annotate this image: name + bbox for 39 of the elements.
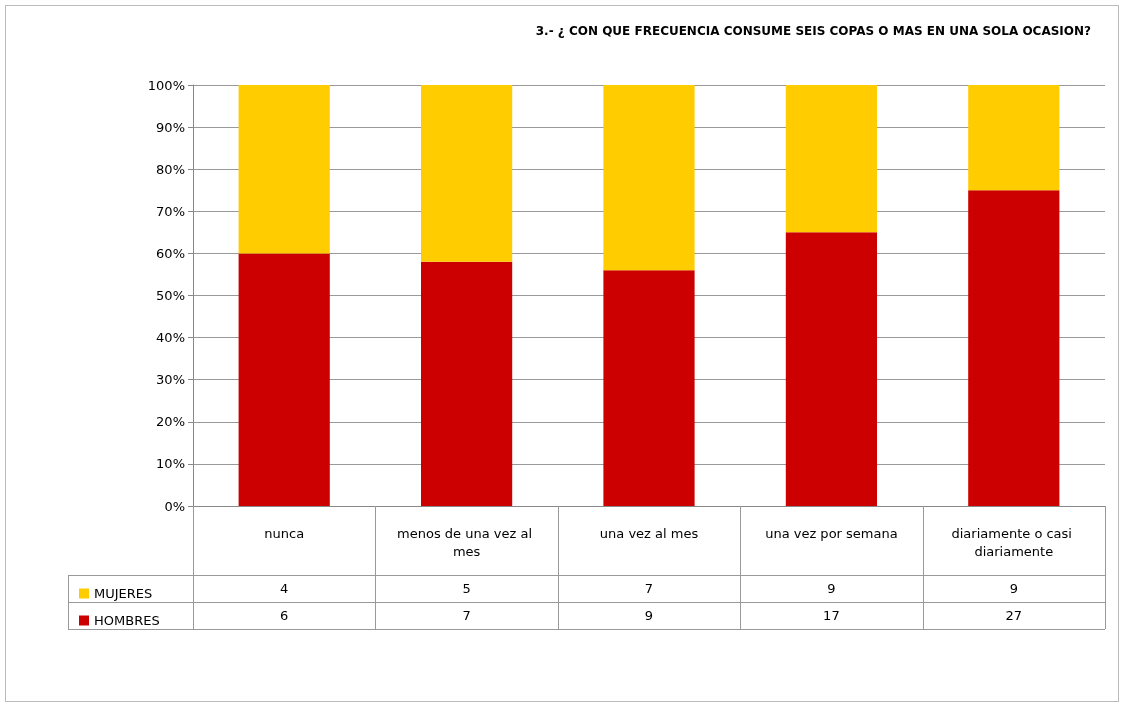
- y-tick-label: 0%: [164, 498, 185, 514]
- bar: [603, 270, 695, 506]
- y-tick-label: 40%: [156, 330, 185, 346]
- bar: [421, 85, 513, 262]
- y-tick-label: 100%: [147, 77, 185, 93]
- x-tick-label: una vez por semana: [765, 525, 898, 541]
- bar: [968, 85, 1060, 191]
- text: 7: [461, 607, 472, 625]
- text: 17: [822, 607, 841, 625]
- text: 6: [279, 607, 290, 625]
- text: 27: [1004, 607, 1024, 625]
- y-tick-label: 80%: [156, 161, 185, 177]
- y-tick-label: 30%: [156, 372, 185, 388]
- legend-label: MUJERES: [94, 586, 153, 601]
- y-tick-label: 60%: [156, 245, 185, 261]
- x-tick-label: una vez al mes: [599, 525, 699, 541]
- x-tick-label: diariamente o casi diariamente: [951, 525, 1077, 559]
- bar: [785, 85, 877, 233]
- bar: [603, 85, 695, 271]
- bar: [785, 232, 877, 506]
- text: 5: [461, 580, 472, 598]
- x-tick-label: menos de una vez al mes: [397, 525, 537, 559]
- text: 7: [643, 580, 655, 598]
- y-tick-label: 50%: [156, 288, 185, 303]
- chart-title: 3.- ¿ CON QUE FRECUENCIA CONSUME SEIS COPAS O MAS EN UNA SOLA OCASION?: [535, 24, 1092, 38]
- text: 9: [1008, 580, 1019, 598]
- y-tick-label: 70%: [156, 203, 185, 219]
- bar: [968, 190, 1060, 506]
- text: 9: [826, 580, 837, 598]
- y-tick-label: 20%: [156, 414, 185, 430]
- bar: [238, 85, 330, 254]
- text: 4: [279, 580, 290, 598]
- bar: [421, 261, 513, 506]
- legend-label: HOMBRES: [94, 613, 160, 628]
- x-tick-label: nunca: [264, 525, 305, 541]
- text: 9: [643, 607, 655, 625]
- y-tick-label: 90%: [156, 119, 185, 135]
- y-tick-label: 10%: [156, 456, 185, 472]
- bar: [238, 253, 330, 506]
